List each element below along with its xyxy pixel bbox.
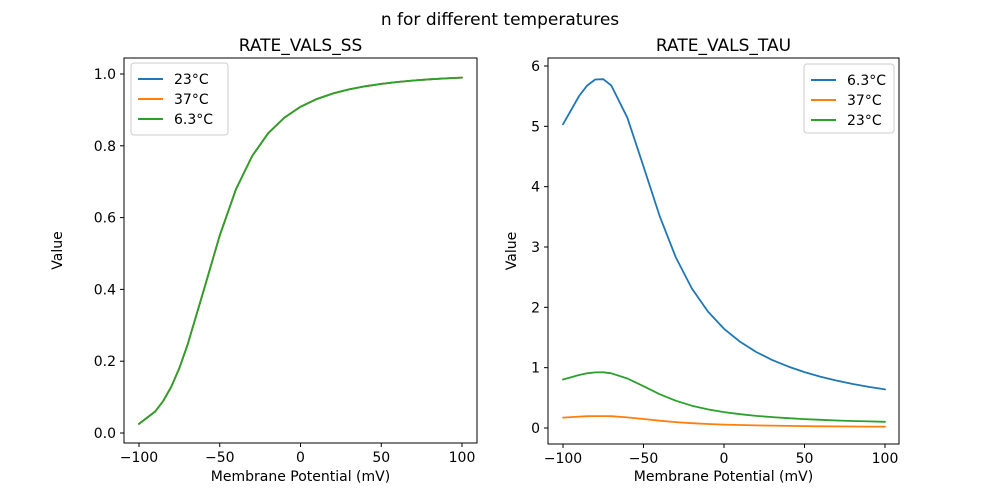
y-tick-label: 0.2 [94, 354, 116, 370]
x-tick-label: 100 [449, 450, 476, 466]
subplot-rate-vals-ss [120, 57, 478, 447]
x-tick-label: 50 [796, 451, 814, 467]
legend [130, 62, 229, 136]
curve-6.3c [562, 78, 886, 391]
legend-label: 6.3°C [174, 112, 213, 128]
x-tick-label: −100 [120, 450, 158, 466]
y-axis-label: Value [50, 231, 66, 269]
axes-title: RATE_VALS_TAU [656, 36, 791, 56]
axes-title: RATE_VALS_SS [239, 36, 363, 56]
y-tick-label: 6 [531, 59, 540, 75]
x-tick-label: 0 [296, 450, 305, 466]
y-tick-label: 0.6 [94, 211, 116, 227]
y-tick-label: 4 [531, 180, 540, 196]
figure-title: n for different temperatures [380, 10, 620, 30]
x-axis-label: Membrane Potential (mV) [211, 469, 390, 485]
y-tick-label: 3 [531, 240, 540, 256]
legend [803, 63, 895, 134]
x-tick-label: 0 [720, 451, 729, 467]
y-tick-label: 0 [531, 421, 540, 437]
legend-label: 37°C [847, 93, 882, 109]
curve-37c [562, 415, 886, 428]
x-axis-label: Membrane Potential (mV) [634, 469, 813, 485]
x-tick-label: 50 [372, 450, 390, 466]
legend-label: 23°C [174, 72, 209, 88]
y-tick-label: 5 [531, 119, 540, 135]
y-axis-label: Value [504, 232, 520, 270]
y-tick-label: 0.0 [94, 426, 116, 442]
subplot-rate-vals-tau [544, 57, 900, 448]
legend-label: 6.3°C [847, 73, 886, 89]
curve-23c [562, 371, 886, 423]
x-tick-label: −50 [629, 451, 659, 467]
y-tick-label: 2 [531, 300, 540, 316]
y-tick-label: 0.8 [94, 139, 116, 155]
y-tick-label: 1 [531, 361, 540, 377]
legend-frame [803, 63, 895, 134]
legend-label: 23°C [847, 113, 882, 129]
y-tick-label: 0.4 [94, 282, 116, 298]
curve-6.3c [138, 76, 463, 425]
x-tick-label: −100 [544, 451, 582, 467]
x-tick-label: −50 [205, 450, 235, 466]
y-tick-label: 1.0 [94, 67, 116, 83]
legend-frame [130, 62, 229, 136]
x-tick-label: 100 [872, 451, 899, 467]
legend-label: 37°C [174, 92, 209, 108]
